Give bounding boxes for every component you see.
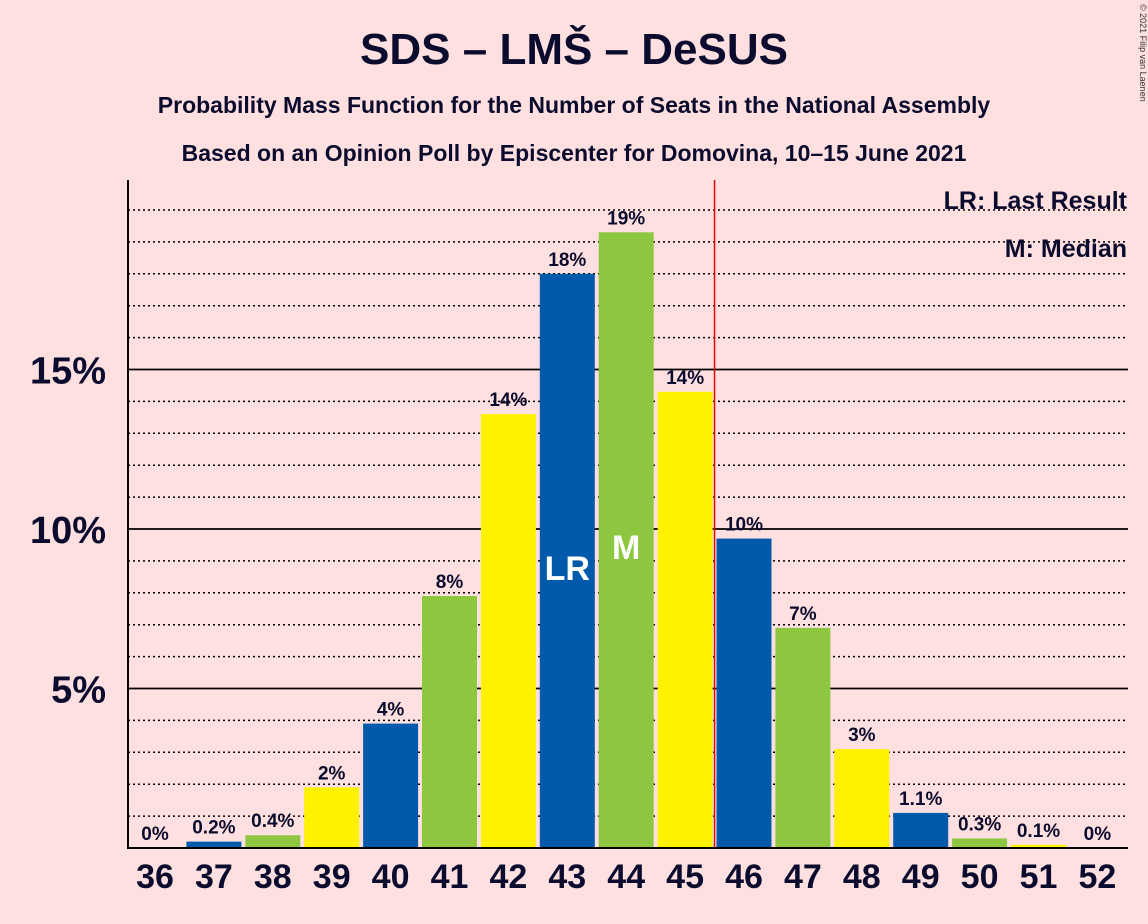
x-tick-label-43: 43 (548, 858, 586, 896)
last-result-marker: LR (545, 550, 590, 588)
value-labels: 0% 0.2% 0.4% 2% 4% 8% 14% 18% 19% 14% 10% 7% 3% 1.1% 0… (141, 208, 1111, 845)
x-tick-label-44: 44 (607, 858, 645, 896)
x-tick-label-47: 47 (784, 858, 822, 896)
bar-47 (775, 627, 831, 848)
value-label-50: 0.3% (958, 814, 1001, 835)
x-tick-label-45: 45 (666, 858, 704, 896)
bar-37 (186, 841, 242, 848)
x-tick-label-48: 48 (843, 858, 881, 896)
x-tick-label-40: 40 (372, 858, 410, 896)
x-tick-label-42: 42 (489, 858, 527, 896)
y-tick-label: 5% (51, 670, 106, 712)
bars (186, 232, 1066, 848)
value-label-42: 14% (489, 390, 527, 411)
bar-50 (952, 838, 1008, 848)
x-tick-label-38: 38 (254, 858, 292, 896)
value-label-39: 2% (318, 763, 346, 784)
value-label-36: 0% (141, 824, 169, 845)
x-tick-label-37: 37 (195, 858, 233, 896)
value-label-43: 18% (548, 250, 586, 271)
bar-39 (304, 787, 360, 848)
bar-43 (539, 273, 595, 848)
x-tick-label-46: 46 (725, 858, 763, 896)
value-label-41: 8% (436, 572, 464, 593)
chart-subtitle-source: Based on an Opinion Poll by Episcenter f… (182, 140, 967, 166)
y-tick-label: 10% (30, 510, 106, 552)
axes (127, 180, 1128, 849)
x-tick-label-51: 51 (1020, 858, 1058, 896)
value-label-45: 14% (666, 368, 704, 389)
x-tick-label-52: 52 (1078, 858, 1116, 896)
x-tick-label-49: 49 (902, 858, 940, 896)
bar-41 (422, 595, 477, 848)
value-label-38: 0.4% (251, 811, 294, 832)
chart-subtitle: Probability Mass Function for the Number… (158, 92, 991, 118)
bar-51 (1011, 844, 1066, 848)
x-tick-label-41: 41 (431, 858, 469, 896)
legend-entry: LR: Last Result (944, 187, 1128, 215)
bar-46 (716, 538, 772, 848)
bar-45 (657, 391, 713, 848)
y-tick-labels: 5% 10% 15% (30, 351, 106, 712)
bar-48 (834, 749, 890, 848)
value-label-37: 0.2% (192, 818, 235, 839)
median-marker: M (612, 529, 640, 567)
value-label-49: 1.1% (899, 789, 942, 810)
bar-42 (480, 414, 536, 848)
bar-40 (363, 723, 419, 848)
x-tick-label-36: 36 (136, 858, 174, 896)
value-label-52: 0% (1084, 824, 1112, 845)
legend-entry: M: Median (1005, 235, 1127, 263)
value-label-44: 19% (607, 208, 645, 229)
bar-38 (245, 835, 301, 848)
x-tick-label-39: 39 (313, 858, 351, 896)
value-label-48: 3% (848, 725, 876, 746)
value-label-40: 4% (377, 700, 405, 721)
bar-44 (598, 232, 654, 848)
value-label-47: 7% (789, 604, 817, 625)
value-label-51: 0.1% (1017, 821, 1060, 842)
legend: LR: Last Result M: Median (944, 187, 1128, 263)
y-tick-label: 15% (30, 351, 106, 393)
copyright-note: © 2021 Filip van Laenen (1138, 4, 1148, 102)
x-tick-labels: 36 37 38 39 40 41 42 43 44 45 46 47 48 49 50 51 52 (136, 858, 1116, 896)
x-tick-label-50: 50 (961, 858, 999, 896)
value-label-46: 10% (725, 515, 763, 536)
chart-title: SDS – LMŠ – DeSUS (360, 23, 788, 74)
bar-49 (893, 812, 949, 848)
